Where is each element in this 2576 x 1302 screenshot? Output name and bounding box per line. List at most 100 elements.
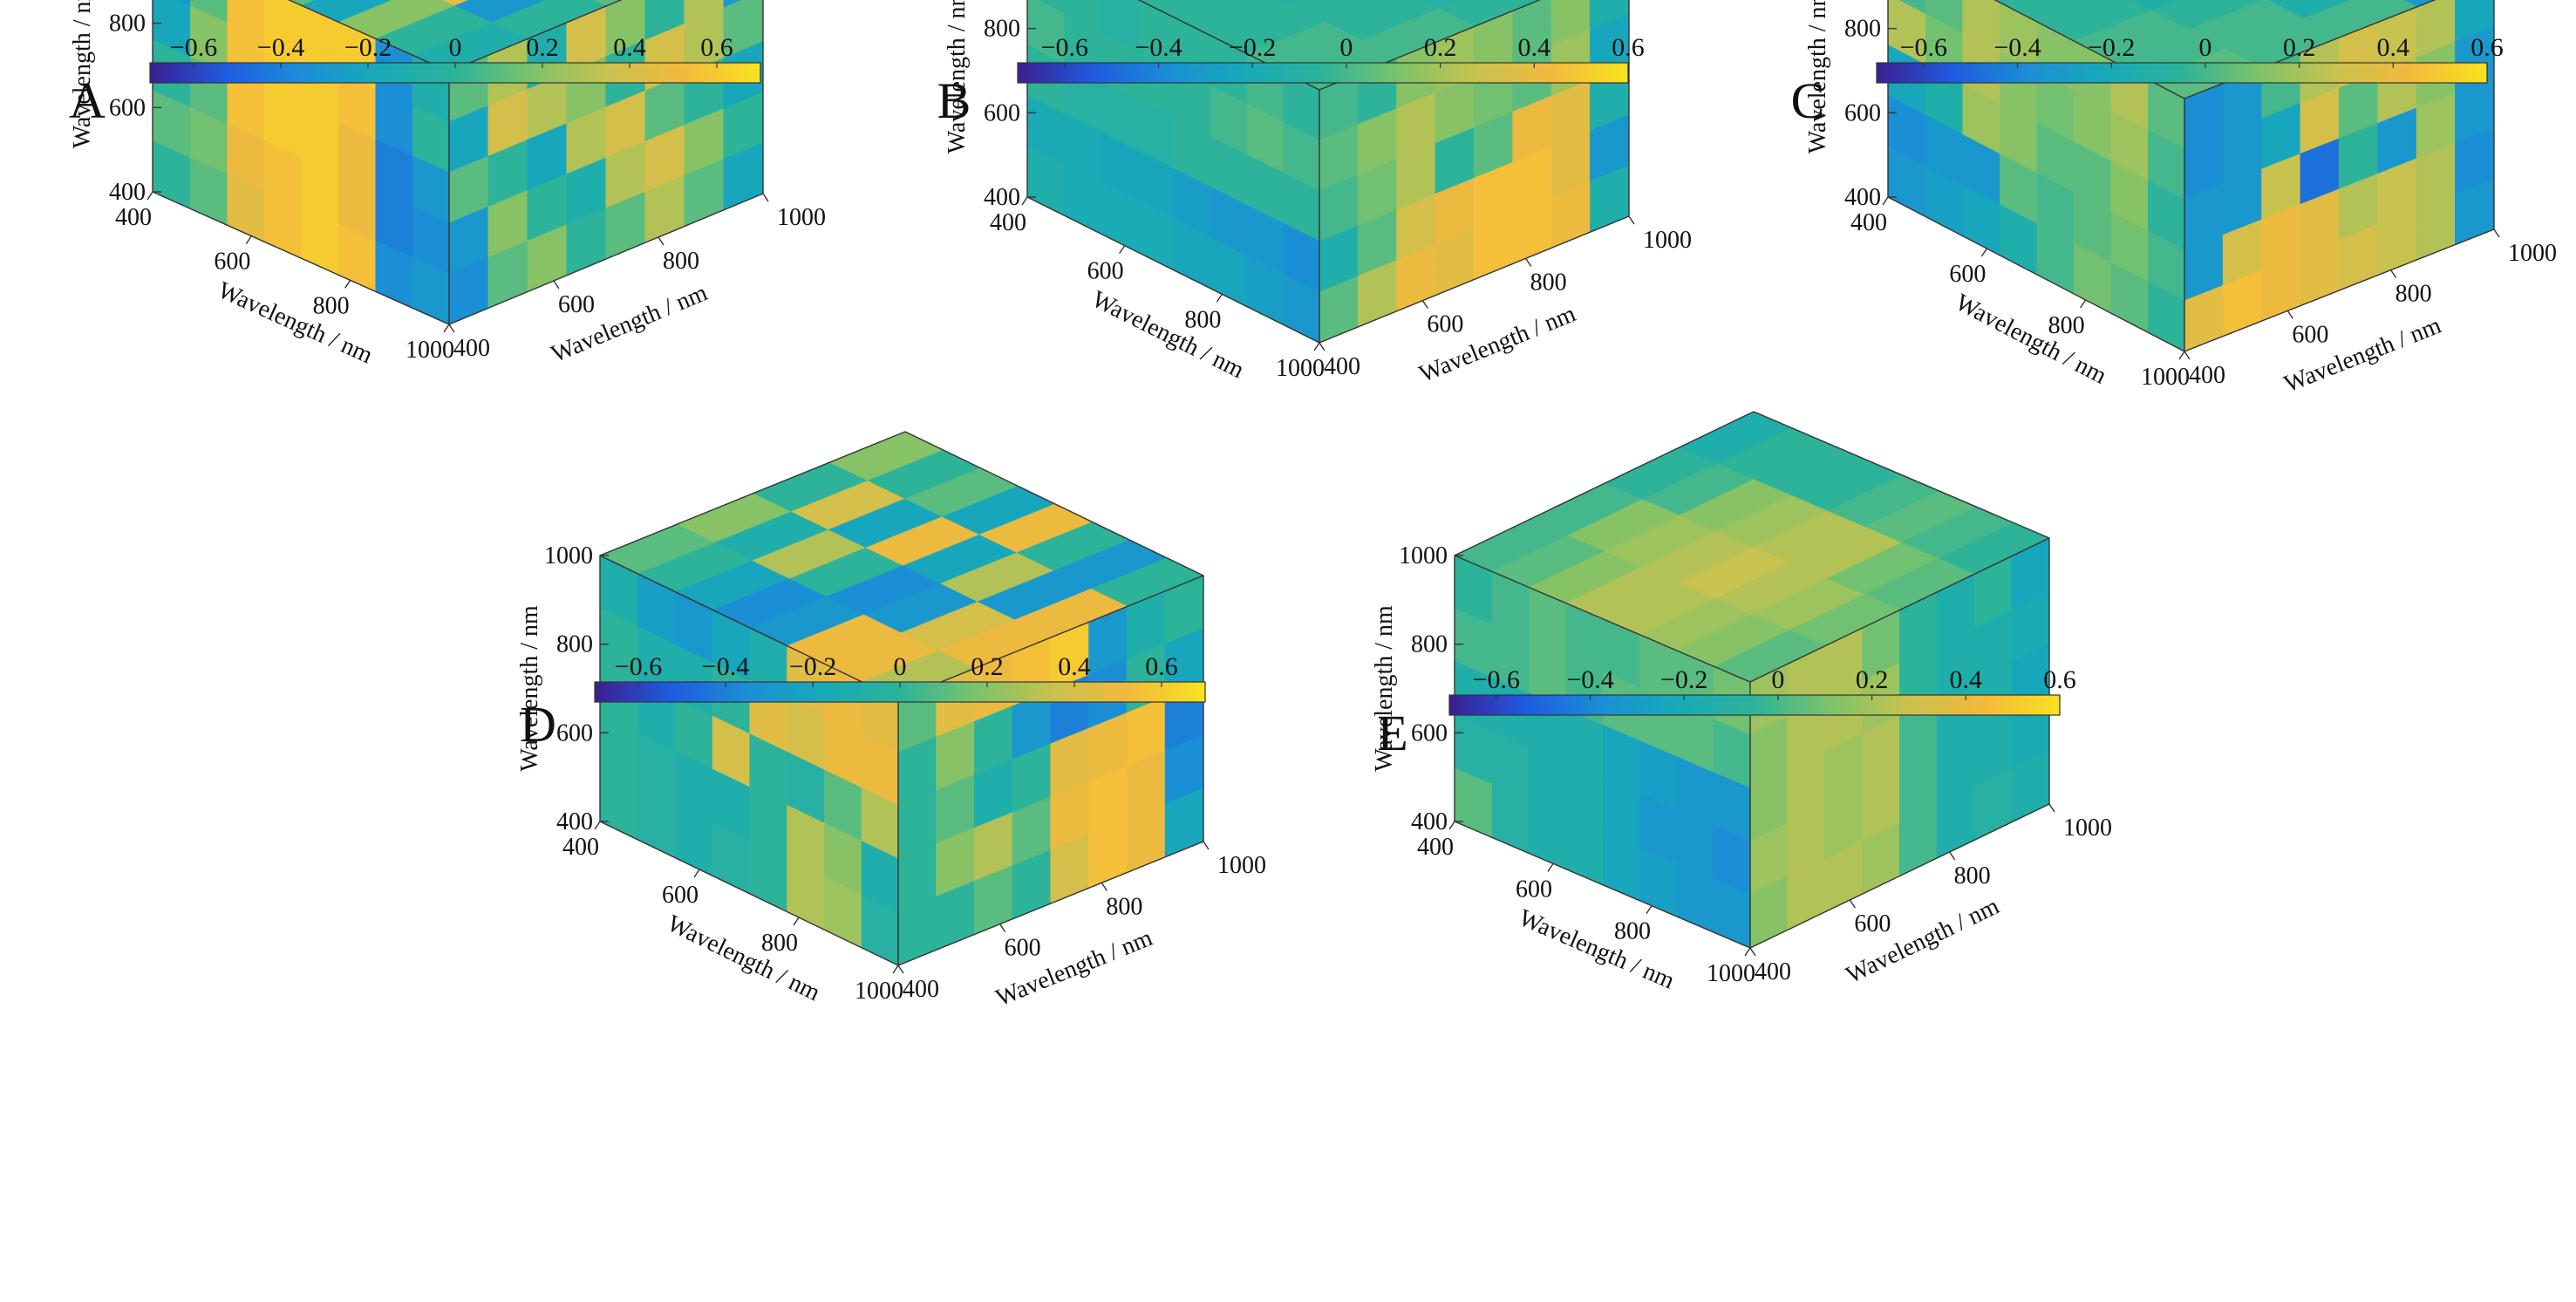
x-tick-mark xyxy=(1882,196,1889,206)
top-face-cell xyxy=(1278,0,1298,4)
x-tick-mark xyxy=(245,235,252,245)
x-tick-mark xyxy=(1021,196,1028,206)
top-face-cell xyxy=(2402,0,2436,8)
x-tick-label: 600 xyxy=(1516,876,1552,903)
y-tick-label: 1000 xyxy=(1643,227,1692,254)
colorbar-tick-label: 0.6 xyxy=(1612,33,1645,62)
cube-edge xyxy=(1454,411,1755,556)
cube-edge xyxy=(448,0,623,72)
y-tick-label: 800 xyxy=(1106,893,1142,920)
colorbar-tick-label: 0.2 xyxy=(1856,665,1889,694)
y-tick-mark xyxy=(1749,947,1756,957)
y-axis-label: Wavelength / nm xyxy=(1842,892,2003,989)
cube-edge xyxy=(599,821,899,966)
x-tick-mark xyxy=(147,191,153,201)
cube-edge xyxy=(897,841,1204,966)
x-tick-label: 800 xyxy=(313,292,350,319)
x-tick-mark xyxy=(793,917,800,926)
z-axis-label: Wavelength / nm xyxy=(1371,605,1398,772)
panels: 400 600 800 1000 Wavelength / nm 400 600 800 100… xyxy=(69,0,2557,1012)
z-tick-label: 800 xyxy=(1844,16,1881,43)
x-tick-label: 600 xyxy=(1949,261,1986,288)
colorbar-tick-label: −0.4 xyxy=(702,652,749,681)
cube-edge xyxy=(599,431,906,556)
y-tick-label: 800 xyxy=(663,248,699,275)
y-tick-mark xyxy=(1319,342,1325,351)
cube-edge xyxy=(897,575,1204,700)
colorbar-tick-label: −0.2 xyxy=(344,33,392,62)
y-tick-mark xyxy=(658,236,664,246)
colorbar-tick-label: 0.4 xyxy=(613,33,646,62)
x-tick-label: 600 xyxy=(662,882,699,909)
panel-a: 400 600 800 1000 Wavelength / nm 400 600 800 100… xyxy=(69,0,826,369)
cube-edge xyxy=(1887,196,2185,352)
x-axis-label: Wavelength / nm xyxy=(1515,904,1679,995)
x-tick-label: 800 xyxy=(2048,312,2085,339)
z-tick-label: 800 xyxy=(984,16,1020,43)
colorbar xyxy=(1017,62,1629,84)
x-tick-mark xyxy=(1980,248,1987,257)
colorbar-tick-label: −0.6 xyxy=(170,33,217,62)
z-tick-label: 400 xyxy=(109,179,146,206)
colorbar-tick-label: 0.2 xyxy=(526,33,559,62)
top-face-cell xyxy=(1138,0,1216,18)
top-face-cell xyxy=(440,0,468,7)
z-tick-label: 600 xyxy=(984,99,1020,126)
top-face-cell xyxy=(2130,0,2178,11)
z-tick-label: 400 xyxy=(556,808,593,835)
colorbar-tick-label: 0.4 xyxy=(1950,665,1983,694)
y-tick-label: 400 xyxy=(1324,353,1360,380)
x-tick-label: 400 xyxy=(990,209,1026,236)
x-axis-label: Wavelength / nm xyxy=(663,910,824,1006)
x-tick-label: 800 xyxy=(1614,918,1651,945)
panel-letter: C xyxy=(1791,72,1825,129)
z-tick-label: 400 xyxy=(984,184,1020,211)
z-tick-label: 1000 xyxy=(544,542,593,569)
x-tick-label: 600 xyxy=(1087,258,1124,285)
colorbar-tick-label: 0 xyxy=(1771,665,1784,694)
colorbar-tick-label: −0.2 xyxy=(1229,33,1276,62)
panel-letter: A xyxy=(69,72,106,129)
top-face-cell xyxy=(2266,0,2350,19)
colorbar-tick-label: 0.6 xyxy=(2470,33,2504,62)
z-axis-label: Wavelength / nm xyxy=(944,0,971,153)
y-tick-mark xyxy=(1949,851,1956,861)
y-tick-mark xyxy=(897,965,904,974)
x-tick-label: 1000 xyxy=(1707,960,1755,987)
colorbar-tick-label: −0.2 xyxy=(789,652,836,681)
y-tick-label: 400 xyxy=(1755,958,1791,985)
cube-edge xyxy=(152,191,450,325)
colorbar xyxy=(1876,62,2488,84)
x-tick-mark xyxy=(443,324,450,333)
colorbar-tick-label: −0.6 xyxy=(1900,33,1947,62)
colorbar-tick-label: −0.6 xyxy=(1473,665,1520,694)
y-tick-label: 600 xyxy=(2292,321,2328,348)
x-tick-mark xyxy=(594,821,601,830)
colorbar-tick-label: −0.2 xyxy=(1660,665,1707,694)
cube-edge xyxy=(1454,821,1751,949)
colorbar-tick-label: 0.4 xyxy=(1058,652,1091,681)
y-tick-label: 400 xyxy=(903,976,939,1003)
y-tick-mark xyxy=(1849,899,1856,909)
y-tick-mark xyxy=(2048,803,2055,813)
z-tick-label: 600 xyxy=(1844,99,1881,126)
panel-c: 400 600 800 1000 Wavelength / nm 400 600 800 100… xyxy=(1791,0,2557,398)
cube-edge xyxy=(599,555,899,700)
panel-letter: E xyxy=(1377,705,1407,761)
y-tick-mark xyxy=(448,324,455,333)
colorbar-tick-label: 0.4 xyxy=(1518,33,1551,62)
y-tick-label: 400 xyxy=(453,335,490,362)
y-tick-mark xyxy=(553,280,560,290)
panel-letter: B xyxy=(937,72,971,129)
x-tick-label: 1000 xyxy=(2141,364,2190,391)
y-tick-mark xyxy=(2184,351,2191,360)
y-tick-mark xyxy=(1203,841,1210,850)
y-tick-mark xyxy=(1525,257,1532,267)
y-tick-mark xyxy=(999,924,1006,933)
colorbar xyxy=(1448,694,2061,716)
z-tick-label: 1000 xyxy=(1399,542,1448,569)
colorbar-tick-label: 0 xyxy=(1339,33,1353,62)
y-tick-label: 1000 xyxy=(2508,240,2557,267)
cube-edge xyxy=(1749,537,2050,683)
cube-edge xyxy=(1749,803,2050,949)
